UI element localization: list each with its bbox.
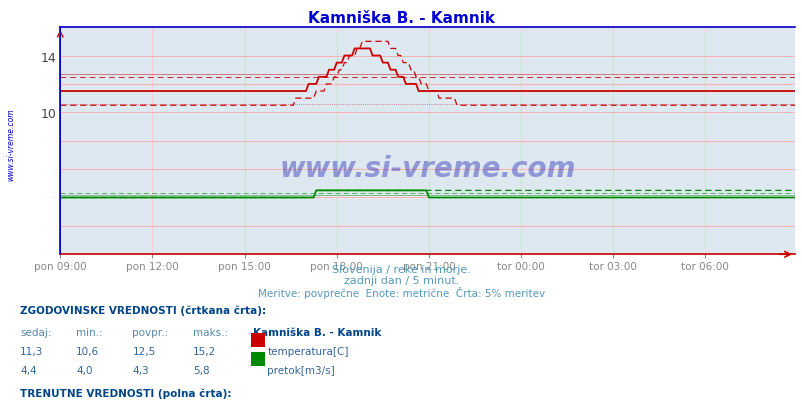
Text: Kamniška B. - Kamnik: Kamniška B. - Kamnik: [308, 11, 494, 26]
Text: 11,3: 11,3: [20, 346, 43, 356]
Text: www.si-vreme.com: www.si-vreme.com: [279, 154, 575, 182]
Text: pretok[m3/s]: pretok[m3/s]: [267, 365, 334, 375]
Text: Kamniška B. - Kamnik: Kamniška B. - Kamnik: [253, 327, 381, 337]
Text: 10,6: 10,6: [76, 346, 99, 356]
Text: Slovenija / reke in morje.: Slovenija / reke in morje.: [332, 265, 470, 275]
Text: zadnji dan / 5 minut.: zadnji dan / 5 minut.: [343, 275, 459, 286]
Text: 5,8: 5,8: [192, 365, 209, 375]
Text: Meritve: povprečne  Enote: metrične  Črta: 5% meritev: Meritve: povprečne Enote: metrične Črta:…: [257, 286, 545, 298]
Text: temperatura[C]: temperatura[C]: [267, 346, 348, 356]
Text: 12,5: 12,5: [132, 346, 156, 356]
Text: 4,3: 4,3: [132, 365, 149, 375]
Text: www.si-vreme.com: www.si-vreme.com: [6, 108, 15, 180]
Text: maks.:: maks.:: [192, 327, 228, 337]
Text: min.:: min.:: [76, 327, 103, 337]
Text: povpr.:: povpr.:: [132, 327, 168, 337]
Text: sedaj:: sedaj:: [20, 327, 51, 337]
Text: ZGODOVINSKE VREDNOSTI (črtkana črta):: ZGODOVINSKE VREDNOSTI (črtkana črta):: [20, 305, 266, 315]
Text: 15,2: 15,2: [192, 346, 216, 356]
Text: 4,4: 4,4: [20, 365, 37, 375]
Text: 4,0: 4,0: [76, 365, 93, 375]
Text: TRENUTNE VREDNOSTI (polna črta):: TRENUTNE VREDNOSTI (polna črta):: [20, 387, 231, 398]
